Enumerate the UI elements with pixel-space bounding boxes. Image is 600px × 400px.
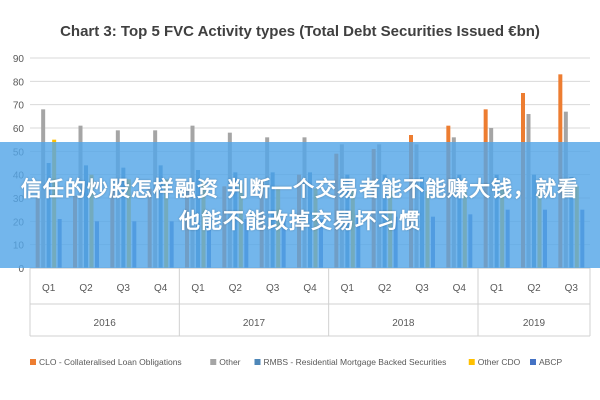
legend-swatch bbox=[254, 359, 261, 365]
x-tick-label: Q3 bbox=[565, 283, 579, 294]
overlay-text: 信任的炒股怎样融资 判断一个交易者能不能赚大钱，就看他能不能改掉交易坏习惯 bbox=[20, 177, 580, 233]
x-tick-label: Q2 bbox=[527, 283, 541, 294]
legend-label: RMBS - Residential Mortgage Backed Secur… bbox=[264, 357, 447, 367]
x-tick-label: Q4 bbox=[154, 283, 168, 294]
y-tick-label: 60 bbox=[13, 124, 25, 135]
legend-label: Other bbox=[219, 357, 240, 367]
legend-swatch bbox=[30, 359, 36, 365]
legend-swatch bbox=[530, 359, 536, 365]
x-tick-label: Q4 bbox=[303, 283, 317, 294]
x-tick-label: Q1 bbox=[341, 283, 355, 294]
legend-swatch bbox=[468, 359, 475, 365]
x-tick-label: Q2 bbox=[229, 283, 243, 294]
x-tick-label: Q3 bbox=[266, 283, 280, 294]
x-tick-label: Q1 bbox=[191, 283, 205, 294]
x-group-label: 2016 bbox=[94, 318, 117, 329]
x-group-label: 2017 bbox=[243, 318, 266, 329]
x-tick-label: Q3 bbox=[415, 283, 429, 294]
legend-label: Other CDO bbox=[478, 357, 521, 367]
y-tick-label: 70 bbox=[13, 101, 25, 112]
chart-title: Chart 3: Top 5 FVC Activity types (Total… bbox=[60, 23, 540, 40]
y-tick-label: 90 bbox=[13, 54, 25, 65]
x-tick-label: Q1 bbox=[490, 283, 504, 294]
x-axis: Q1 Q2 Q3 Q4 Q1 Q2 Q3 Q4 Q1 Q2 Q3 Q4 Q1 Q2 Q3 2016 2017 20… bbox=[29, 267, 591, 337]
legend-swatch bbox=[210, 359, 217, 365]
legend-label: ABCP bbox=[539, 357, 562, 367]
x-group-label: 2018 bbox=[392, 318, 415, 329]
x-tick-label: Q4 bbox=[453, 283, 467, 294]
x-tick-label: Q1 bbox=[42, 283, 56, 294]
legend-label: CLO - Collateralised Loan Obligations bbox=[39, 357, 182, 367]
y-tick-label: 0 bbox=[18, 264, 24, 275]
legend: CLO - Collateralised Loan Obligations Oth… bbox=[30, 357, 562, 367]
y-tick-label: 80 bbox=[13, 77, 25, 88]
overlay-banner: 信任的炒股怎样融资 判断一个交易者能不能赚大钱，就看他能不能改掉交易坏习惯 bbox=[0, 142, 600, 268]
x-tick-label: Q2 bbox=[378, 283, 392, 294]
x-tick-label: Q3 bbox=[117, 283, 131, 294]
x-group-label: 2019 bbox=[523, 318, 546, 329]
x-tick-label: Q2 bbox=[79, 283, 93, 294]
